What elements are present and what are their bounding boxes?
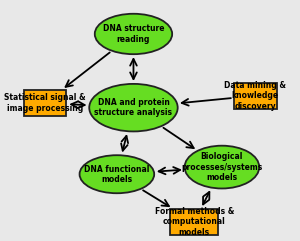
Text: DNA and protein
structure analysis: DNA and protein structure analysis [94,98,172,117]
Text: DNA structure
reading: DNA structure reading [103,24,164,44]
Text: DNA functional
models: DNA functional models [84,165,150,184]
Text: Biological
processes/systems
models: Biological processes/systems models [181,152,262,182]
Ellipse shape [80,155,154,193]
Text: Data mining &
knowledge
discovery: Data mining & knowledge discovery [224,81,286,111]
Text: Formal methods &
computational
models: Formal methods & computational models [154,207,234,237]
FancyBboxPatch shape [234,83,277,109]
Ellipse shape [95,14,172,54]
Text: Statistical signal &
image processing: Statistical signal & image processing [4,93,86,113]
FancyBboxPatch shape [170,209,218,235]
FancyBboxPatch shape [24,90,66,116]
Ellipse shape [89,84,178,131]
Ellipse shape [184,146,259,188]
